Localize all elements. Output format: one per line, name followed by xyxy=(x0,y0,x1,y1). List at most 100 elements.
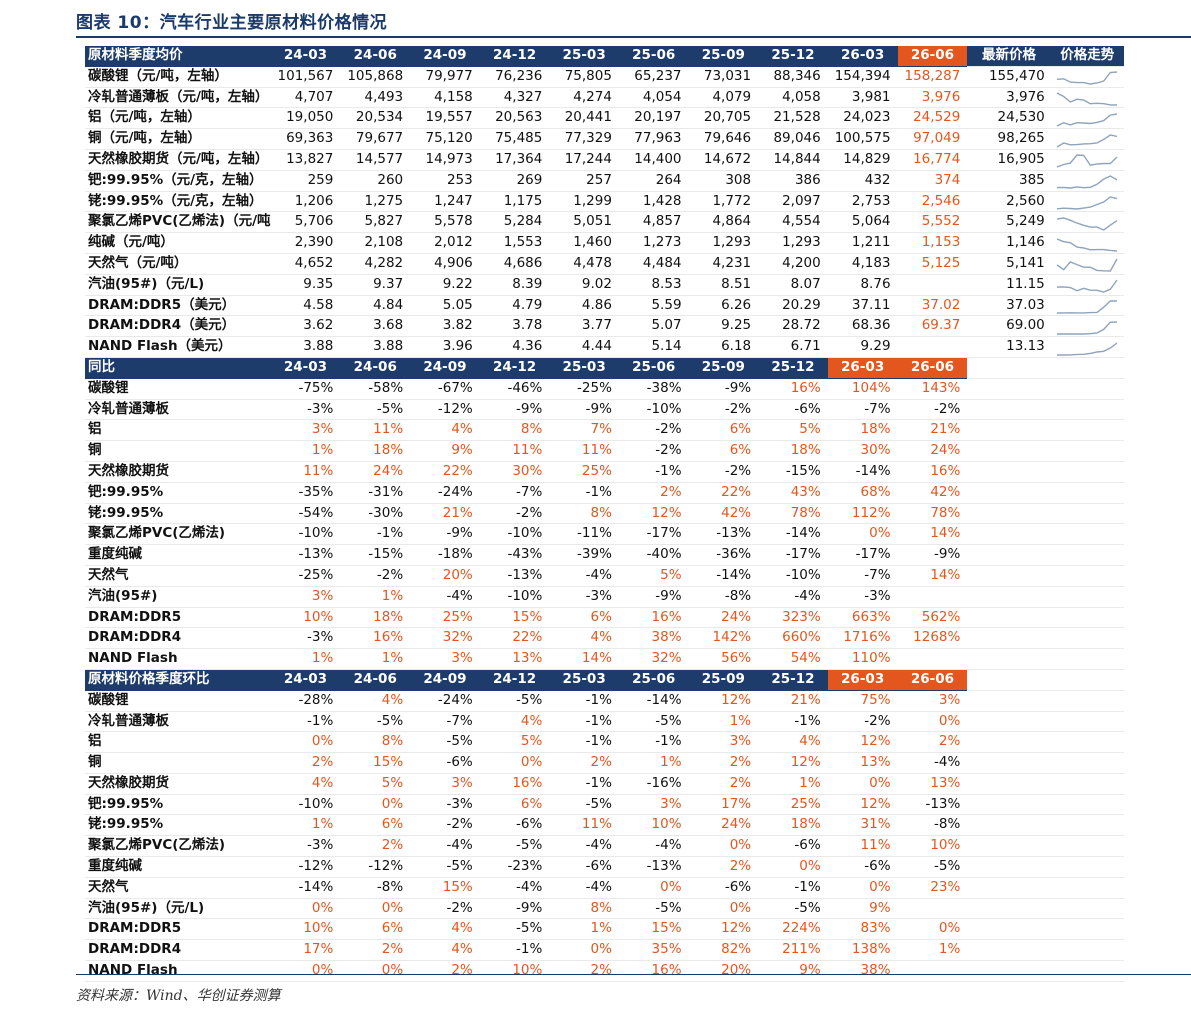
value-cell: 4,158 xyxy=(410,87,480,109)
value-cell: 0% xyxy=(340,898,411,920)
empty-cell xyxy=(967,482,1051,504)
value-cell: 1,247 xyxy=(410,191,480,213)
value-cell: 4,707 xyxy=(270,87,341,109)
value-cell: -8% xyxy=(897,814,968,837)
value-cell: -4% xyxy=(549,835,619,858)
value-cell: 1% xyxy=(688,711,759,733)
value-cell: 4.84 xyxy=(340,295,411,317)
value-cell: -10% xyxy=(479,523,550,546)
value-cell: 13% xyxy=(897,773,968,795)
value-cell: 9% xyxy=(758,960,828,982)
sparkline-path xyxy=(1057,175,1118,189)
value-cell: 4.36 xyxy=(479,336,550,358)
value-cell: 1% xyxy=(758,773,828,795)
value-cell: -30% xyxy=(340,503,411,525)
value-cell: 11% xyxy=(479,440,550,462)
value-cell: 16,774 xyxy=(897,149,968,171)
price-trend-cell xyxy=(1050,128,1124,150)
value-cell: 4,274 xyxy=(549,87,619,109)
table-row: DRAM:DDR5 10% 6% 4% -5% 1% 15% 12% 224% 83% 0% xyxy=(85,918,1191,941)
row-label: 冷轧普通薄板 xyxy=(85,399,271,421)
value-cell: -35% xyxy=(270,482,341,504)
value-cell: 2% xyxy=(410,960,480,982)
empty-cell xyxy=(967,773,1051,795)
value-cell: 17% xyxy=(688,794,759,816)
value-cell: -4% xyxy=(549,877,619,899)
value-cell: -7% xyxy=(827,399,898,421)
table-row: DRAM:DDR4 -3% 16% 32% 22% 4% 38% 142% 660% 1716% 1… xyxy=(85,627,1191,650)
value-cell: -2% xyxy=(688,399,759,421)
latest-price-cell: 16,905 xyxy=(967,149,1051,171)
price-trend-cell xyxy=(1050,149,1124,171)
value-cell: -6% xyxy=(758,399,828,421)
value-cell: 2,012 xyxy=(410,232,480,254)
row-label: 汽油(95#)（元/L) xyxy=(85,274,271,296)
empty-cell xyxy=(1050,627,1124,650)
value-cell: 3.78 xyxy=(479,315,550,338)
value-cell: -9% xyxy=(479,898,550,920)
value-cell: 10% xyxy=(897,835,968,858)
value-cell: -1% xyxy=(549,711,619,733)
table-row: 钯:99.95% -10% 0% -3% 6% -5% 3% 17% 25% 12% -13% xyxy=(85,794,1191,816)
latest-price-header: 最新价格 xyxy=(967,46,1051,67)
value-cell: 663% xyxy=(827,607,898,629)
value-cell: -9% xyxy=(549,399,619,421)
value-cell: 11% xyxy=(549,814,619,837)
value-cell: 142% xyxy=(688,627,759,650)
value-cell: 211% xyxy=(758,939,828,962)
value-cell: 1% xyxy=(340,586,411,608)
value-cell: 386 xyxy=(758,170,828,192)
empty-cell xyxy=(1050,419,1124,442)
value-cell: 5,706 xyxy=(270,211,341,234)
value-cell: 22% xyxy=(479,627,550,650)
value-cell: -58% xyxy=(340,378,411,400)
value-cell: 89,046 xyxy=(758,128,828,150)
value-cell: 5,578 xyxy=(410,211,480,234)
sparkline-path xyxy=(1056,133,1118,148)
value-cell: 38% xyxy=(618,627,689,650)
value-cell: -1% xyxy=(618,461,689,483)
latest-price-cell: 5,249 xyxy=(967,211,1051,234)
empty-cell xyxy=(967,856,1051,878)
value-cell: 4,054 xyxy=(618,87,689,109)
value-cell: 75,805 xyxy=(549,66,619,88)
value-cell xyxy=(897,898,968,920)
row-label: 铝 xyxy=(85,731,271,754)
value-cell: 4,906 xyxy=(410,253,480,275)
sparkline-path xyxy=(1057,196,1118,210)
value-cell: -6% xyxy=(479,814,550,837)
value-cell: 4,652 xyxy=(270,253,341,275)
value-cell: 0% xyxy=(270,960,341,982)
value-cell: 4% xyxy=(549,627,619,650)
empty-cell xyxy=(1050,898,1124,920)
value-cell: 13% xyxy=(827,752,898,774)
value-cell: -5% xyxy=(618,711,689,733)
value-cell: 8.51 xyxy=(688,274,759,296)
value-cell: 3% xyxy=(270,586,341,608)
value-cell: -11% xyxy=(549,523,619,546)
price-trend-cell xyxy=(1050,295,1124,317)
value-cell: 18% xyxy=(827,419,898,442)
value-cell: 5,051 xyxy=(549,211,619,234)
value-cell: 4% xyxy=(758,731,828,754)
value-cell: 264 xyxy=(618,170,689,192)
value-cell: 269 xyxy=(479,170,550,192)
value-cell: 2,753 xyxy=(827,191,898,213)
period-header: 26-03 xyxy=(827,46,898,67)
table-row: 钯:99.95% -35% -31% -24% -7% -1% 2% 22% 43% 68% 42% xyxy=(85,482,1191,504)
price-trend-sparkline xyxy=(1057,341,1118,356)
table-row: 冷轧普通薄板（元/吨，左轴） 4,707 4,493 4,158 4,327 4,274 4… xyxy=(85,87,1191,109)
value-cell: 8% xyxy=(549,898,619,920)
value-cell: 18% xyxy=(340,440,411,462)
row-label: 铑:99.95%（元/克，左轴） xyxy=(85,191,271,213)
value-cell: -2% xyxy=(827,711,898,733)
value-cell: -2% xyxy=(479,503,550,525)
value-cell: 5.05 xyxy=(410,295,480,317)
row-label: 天然橡胶期货 xyxy=(85,461,271,483)
price-trend-sparkline xyxy=(1056,237,1118,252)
value-cell: 56% xyxy=(688,648,759,670)
value-cell xyxy=(897,274,968,296)
value-cell: 65,237 xyxy=(618,66,689,88)
empty-cell xyxy=(967,731,1051,754)
value-cell xyxy=(897,336,968,358)
